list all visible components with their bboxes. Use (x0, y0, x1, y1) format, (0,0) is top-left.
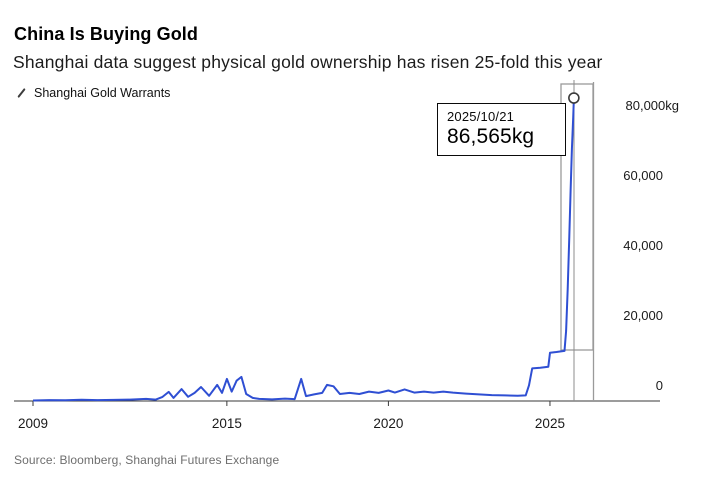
callout-value: 86,565kg (447, 125, 535, 148)
y-axis-label: 80,000kg (626, 98, 680, 113)
chart-subtitle: Shanghai data suggest physical gold owne… (13, 52, 603, 72)
y-axis-label: 40,000 (623, 238, 663, 253)
chart-legend: Shanghai Gold Warrants (16, 86, 170, 100)
x-axis-label: 2009 (18, 416, 48, 431)
y-axis-label: 60,000 (623, 168, 663, 183)
source-credit: Source: Bloomberg, Shanghai Futures Exch… (14, 453, 280, 467)
x-axis-label: 2025 (535, 416, 565, 431)
page-title: China Is Buying Gold (14, 24, 199, 44)
series-line (32, 97, 575, 402)
callout-date: 2025/10/21 (447, 109, 515, 124)
x-axis-label: 2015 (212, 416, 242, 431)
last-value-callout: 2025/10/21 86,565kg (437, 103, 566, 156)
y-axis-label: 0 (656, 378, 663, 393)
y-axis-label: 20,000 (623, 308, 663, 323)
legend-label: Shanghai Gold Warrants (34, 86, 171, 100)
last-point-marker (568, 92, 580, 104)
x-axis-label: 2020 (373, 416, 403, 431)
spike-highlight-box (560, 83, 594, 351)
